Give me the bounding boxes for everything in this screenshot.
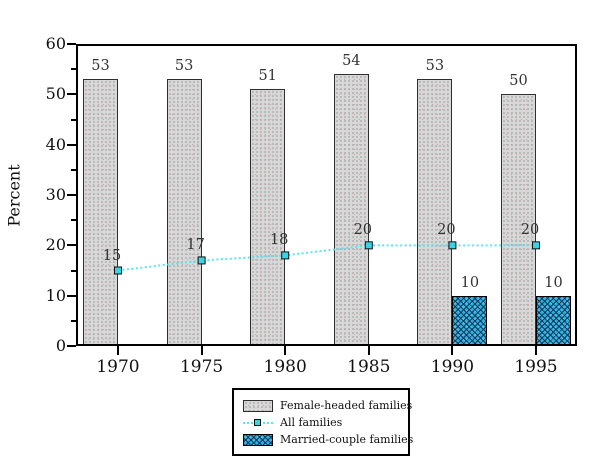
- female-headed-bar-1995: [501, 94, 536, 346]
- y-axis-title-text: Percent: [4, 163, 24, 227]
- y-minor-tick-45: [71, 118, 76, 121]
- all-families-marker-1985: [364, 241, 373, 250]
- x-tick-1980: [284, 346, 287, 355]
- all-families-value-1975: 17: [186, 237, 205, 254]
- x-tick-label-1970: 1970: [96, 357, 140, 377]
- gray-stipple-swatch-icon: [243, 399, 273, 412]
- female-headed-bar-value-1975: 53: [174, 58, 194, 75]
- y-tick-60: [67, 43, 76, 45]
- x-tick-label-1980: 1980: [263, 357, 307, 377]
- legend: Female-headed families All families Marr…: [232, 388, 413, 456]
- legend-label-married-couple: Married-couple families: [280, 433, 414, 446]
- x-tick-1995: [535, 346, 537, 355]
- all-families-marker-1970: [114, 266, 122, 275]
- female-headed-bar-1990: [417, 79, 453, 346]
- y-tick-label-50: 50: [45, 84, 66, 104]
- all-families-marker-1980: [281, 251, 290, 260]
- y-tick-label-60: 60: [45, 34, 66, 53]
- female-headed-bar-1970: [83, 79, 118, 346]
- all-families-value-1985: 20: [353, 222, 373, 239]
- y-tick-label-30: 30: [45, 185, 66, 204]
- female-headed-bar-value-1985: 54: [342, 53, 361, 70]
- all-families-value-1980: 18: [269, 232, 289, 249]
- all-families-value-1990: 20: [437, 222, 456, 239]
- cyan-line-marker-swatch-icon: [243, 417, 273, 429]
- y-minor-tick-35: [71, 168, 76, 171]
- female-headed-bar-1975: [166, 79, 202, 346]
- x-tick-1985: [367, 346, 370, 355]
- all-families-value-1970: 15: [102, 247, 122, 264]
- blue-crosshatch-swatch-icon: [243, 433, 273, 446]
- legend-label-female-headed: Female-headed families: [280, 399, 413, 412]
- y-tick-0: [67, 345, 76, 347]
- all-families-marker-1975: [197, 256, 206, 265]
- x-tick-label-1985: 1985: [347, 357, 391, 377]
- female-headed-bar-value-1970: 53: [91, 58, 110, 75]
- y-tick-label-0: 0: [55, 336, 66, 355]
- y-tick-10: [67, 294, 76, 297]
- x-tick-label-1975: 1975: [179, 357, 224, 377]
- female-headed-bar-value-1995: 50: [509, 73, 528, 90]
- y-minor-tick-55: [71, 68, 76, 71]
- legend-item-female-headed-families: Female-headed families: [243, 397, 412, 414]
- legend-item-married-couple-families: Married-couple families: [243, 431, 413, 448]
- y-tick-20: [67, 244, 76, 247]
- y-tick-30: [67, 194, 76, 196]
- y-minor-tick-15: [71, 269, 76, 272]
- married-couple-bar-1990: [452, 295, 488, 346]
- all-families-marker-1995: [532, 241, 540, 250]
- legend-item-all-families: All families: [243, 414, 400, 431]
- female-headed-bar-1980: [250, 89, 286, 346]
- y-tick-50: [67, 93, 76, 96]
- x-tick-1975: [200, 346, 203, 355]
- y-tick-label-10: 10: [45, 285, 66, 305]
- all-families-marker-1990: [448, 241, 457, 250]
- plot-area: [76, 44, 577, 346]
- x-tick-1990: [451, 346, 454, 355]
- y-tick-40: [67, 143, 76, 146]
- all-families-value-1995: 20: [520, 222, 540, 239]
- married-couple-bar-value-1995: 10: [544, 274, 563, 291]
- x-tick-label-1990: 1990: [430, 357, 475, 377]
- female-headed-bar-value-1980: 51: [258, 68, 277, 85]
- square-marker-icon: [254, 418, 261, 426]
- married-couple-bar-1995: [536, 295, 571, 346]
- married-couple-bar-value-1990: 10: [460, 274, 480, 291]
- female-headed-bar-value-1990: 53: [425, 58, 445, 75]
- y-tick-label-20: 20: [45, 235, 66, 255]
- y-minor-tick-5: [71, 319, 76, 322]
- y-minor-tick-25: [71, 219, 76, 222]
- legend-label-all-families: All families: [280, 416, 343, 429]
- x-tick-label-1995: 1995: [514, 357, 558, 377]
- x-tick-1970: [117, 346, 119, 355]
- y-tick-label-40: 40: [45, 134, 66, 154]
- all-families-line-layer: [114, 241, 540, 275]
- female-headed-bar-1985: [333, 74, 369, 346]
